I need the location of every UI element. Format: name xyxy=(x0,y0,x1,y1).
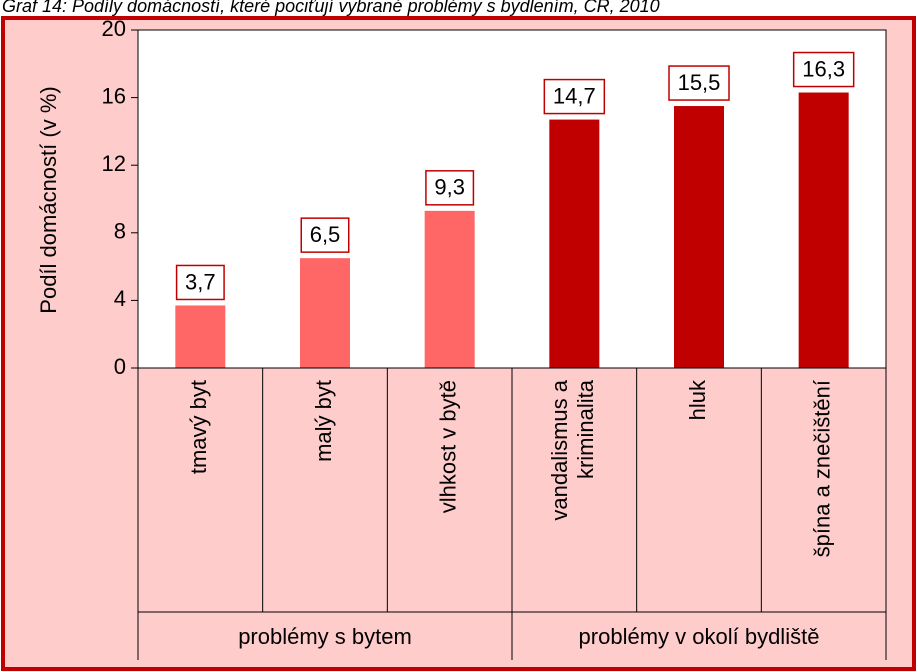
value-label: 3,7 xyxy=(185,269,216,294)
value-label-box xyxy=(543,78,606,115)
bar xyxy=(175,305,226,368)
x-tick-label-group: vlhkost v bytě xyxy=(435,380,460,513)
value-label: 16,3 xyxy=(802,56,845,81)
value-label: 14,7 xyxy=(553,83,596,108)
x-tick-label: vandalismus a xyxy=(547,379,572,520)
bar xyxy=(549,119,600,368)
plot-area xyxy=(137,29,887,369)
y-axis-label: Podíl domácností (v %) xyxy=(36,86,61,313)
y-tick-label: 16 xyxy=(102,83,126,108)
value-label-box xyxy=(668,65,730,101)
x-tick-label: kriminalita xyxy=(573,379,598,479)
value-label-box xyxy=(425,170,475,206)
y-tick-label: 8 xyxy=(114,219,126,244)
x-tick-label: malý byt xyxy=(311,380,336,462)
x-tick-label: špína a znečištění xyxy=(809,380,834,557)
value-label: 15,5 xyxy=(678,70,721,95)
x-tick-label: vlhkost v bytě xyxy=(435,380,460,513)
value-label-box xyxy=(792,51,855,88)
value-label-box xyxy=(300,217,350,253)
bar xyxy=(674,106,724,369)
value-label: 9,3 xyxy=(434,175,465,200)
y-tick-label: 12 xyxy=(102,151,126,176)
x-tick-label-group: vandalismus a kriminalita xyxy=(547,379,598,520)
y-tick-label: 4 xyxy=(114,286,126,311)
x-tick-label-group: hluk xyxy=(685,379,710,420)
group-label: problémy s bytem xyxy=(238,624,412,649)
chart-title: Graf 14: Podíly domácností, které pociťu… xyxy=(2,0,660,16)
x-tick-label: tmavý byt xyxy=(186,380,211,474)
y-tick-label: 0 xyxy=(114,354,126,379)
value-label: 6,5 xyxy=(310,222,341,247)
y-tick-label: 20 xyxy=(102,16,126,41)
bar xyxy=(798,92,849,368)
bar xyxy=(300,258,350,368)
group-label: problémy v okolí bydliště xyxy=(579,624,820,649)
x-tick-label-group: špína a znečištění xyxy=(809,380,834,557)
x-tick-label-group: malý byt xyxy=(311,380,336,462)
x-tick-label: hluk xyxy=(685,379,710,420)
bar xyxy=(424,210,475,368)
value-label-box xyxy=(175,264,225,301)
x-tick-label-group: tmavý byt xyxy=(186,380,211,474)
